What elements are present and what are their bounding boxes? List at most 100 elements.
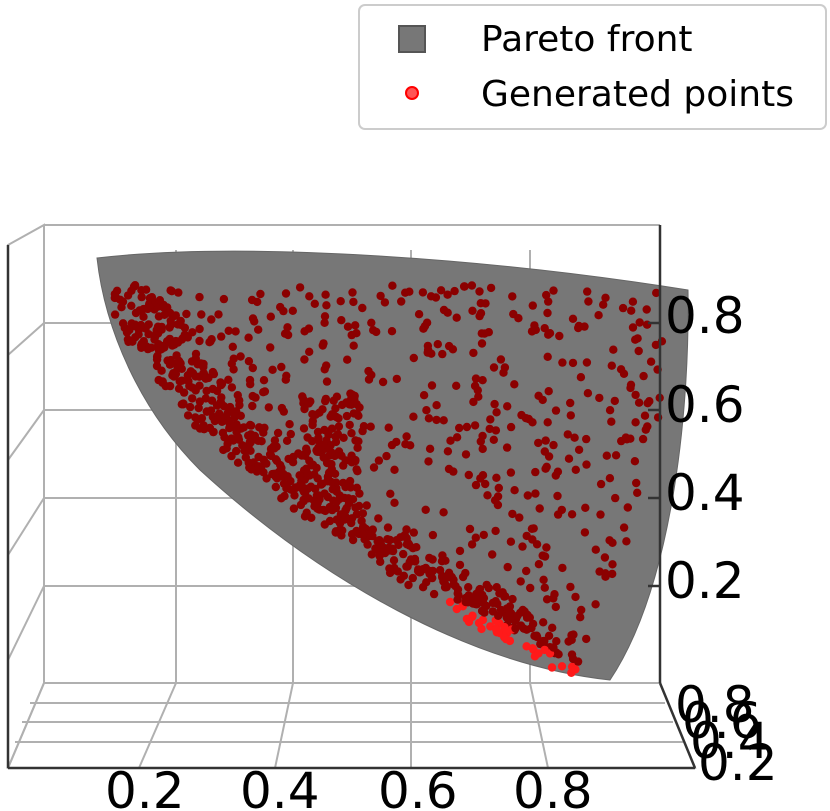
- z-tick-label: 0.4: [665, 464, 745, 522]
- generated-point: [540, 583, 549, 592]
- generated-point: [308, 460, 318, 469]
- generated-point: [375, 551, 384, 561]
- generated-point: [342, 411, 352, 421]
- generated-point: [295, 283, 305, 292]
- generated-point: [320, 425, 329, 435]
- generated-point: [231, 327, 240, 336]
- generated-point: [310, 299, 319, 308]
- generated-point: [427, 381, 437, 390]
- generated-point: [608, 569, 617, 579]
- generated-point: [229, 422, 239, 432]
- generated-point: [591, 600, 600, 609]
- generated-point: [521, 414, 531, 423]
- generated-point: [638, 434, 648, 444]
- generated-point: [400, 530, 409, 540]
- generated-point: [492, 625, 501, 634]
- generated-point: [481, 299, 490, 308]
- generated-point: [195, 292, 204, 302]
- generated-point: [270, 436, 280, 445]
- legend: Pareto front Generated points: [358, 4, 827, 130]
- generated-point: [354, 437, 363, 446]
- generated-point: [508, 292, 517, 301]
- generated-point: [195, 336, 204, 346]
- generated-point: [414, 310, 424, 319]
- generated-point: [432, 415, 441, 425]
- generated-point: [540, 645, 549, 655]
- generated-point: [353, 443, 362, 452]
- generated-point: [340, 493, 349, 503]
- generated-point: [428, 573, 437, 583]
- generated-point: [303, 469, 312, 478]
- generated-point: [208, 367, 218, 377]
- generated-point: [436, 286, 446, 295]
- generated-point: [358, 303, 367, 313]
- generated-point: [143, 344, 153, 354]
- generated-point: [528, 301, 537, 310]
- generated-point: [268, 365, 277, 374]
- generated-point: [445, 597, 455, 607]
- generated-point: [240, 446, 249, 455]
- generated-point: [631, 335, 640, 344]
- generated-point: [197, 310, 206, 319]
- generated-point: [366, 422, 375, 431]
- generated-point: [175, 377, 184, 386]
- generated-point: [259, 468, 268, 477]
- generated-point: [387, 440, 397, 450]
- generated-point: [582, 358, 592, 367]
- generated-point: [452, 433, 462, 442]
- generated-point: [288, 306, 297, 315]
- generated-point: [191, 386, 200, 395]
- generated-point: [355, 489, 364, 498]
- generated-point: [334, 414, 343, 423]
- generated-point: [634, 346, 643, 356]
- generated-point: [127, 286, 136, 295]
- generated-point: [206, 406, 216, 415]
- generated-point: [583, 287, 592, 296]
- generated-point: [473, 386, 482, 395]
- generated-point: [571, 465, 580, 474]
- generated-point: [548, 623, 557, 632]
- generated-point: [611, 451, 621, 460]
- generated-point: [429, 589, 439, 599]
- generated-point: [452, 381, 461, 390]
- generated-point: [405, 287, 414, 296]
- generated-point: [247, 465, 256, 474]
- generated-point: [266, 343, 275, 352]
- generated-point: [224, 326, 233, 335]
- generated-point: [543, 418, 552, 427]
- generated-point: [357, 516, 366, 526]
- generated-point: [392, 374, 401, 384]
- generated-point: [631, 418, 640, 427]
- generated-point: [424, 414, 434, 423]
- generated-point: [367, 370, 376, 380]
- x-tick-label: 0.4: [240, 762, 320, 811]
- generated-point: [285, 420, 294, 429]
- generated-point: [369, 326, 378, 335]
- generated-point: [331, 432, 340, 441]
- generated-point: [227, 383, 237, 392]
- generated-point: [443, 290, 452, 299]
- generated-point: [244, 357, 254, 366]
- generated-point: [475, 287, 484, 296]
- generated-point: [453, 589, 462, 598]
- generated-point: [166, 355, 175, 365]
- generated-point: [584, 297, 593, 306]
- generated-point: [166, 320, 176, 330]
- generated-point: [194, 403, 203, 413]
- generated-point: [179, 388, 189, 397]
- grid-line: [529, 682, 549, 769]
- generated-point: [316, 480, 326, 489]
- grid-line: [274, 682, 294, 769]
- generated-point: [117, 303, 126, 312]
- generated-point: [186, 367, 195, 376]
- generated-point: [594, 311, 603, 320]
- generated-point: [256, 289, 265, 299]
- generated-point: [212, 386, 222, 396]
- generated-point: [404, 580, 413, 590]
- generated-point: [567, 510, 577, 519]
- generated-point: [182, 309, 191, 319]
- generated-point: [516, 621, 526, 630]
- generated-point: [137, 343, 146, 352]
- generated-point: [348, 495, 358, 504]
